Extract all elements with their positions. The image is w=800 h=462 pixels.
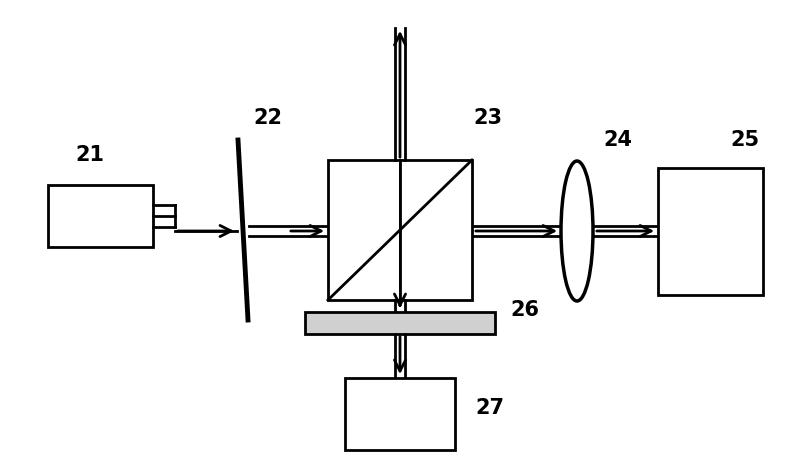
Text: 24: 24 bbox=[603, 130, 633, 150]
Bar bbox=[48, 185, 153, 247]
Bar bbox=[328, 160, 400, 300]
Text: 25: 25 bbox=[730, 130, 759, 150]
Text: 23: 23 bbox=[474, 108, 502, 128]
Bar bbox=[305, 312, 495, 334]
Bar bbox=[400, 160, 472, 300]
Bar bbox=[345, 378, 455, 450]
Bar bbox=[658, 168, 763, 295]
Text: 21: 21 bbox=[75, 145, 105, 165]
Ellipse shape bbox=[561, 161, 593, 301]
Text: 27: 27 bbox=[475, 398, 505, 418]
Text: 26: 26 bbox=[510, 300, 539, 320]
Text: 22: 22 bbox=[254, 108, 282, 128]
